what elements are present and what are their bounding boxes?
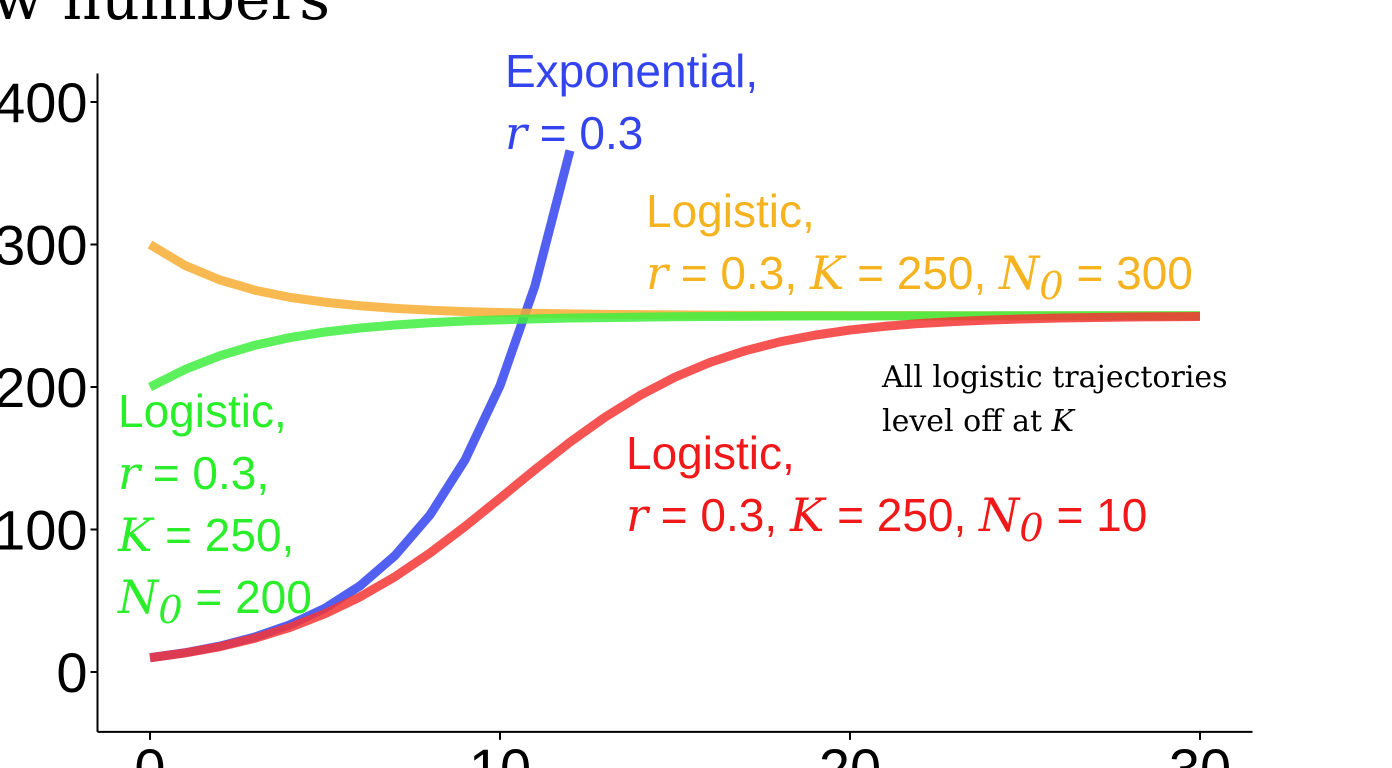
logistic-n0-10-label-line2: r = 0.3, K = 250, N0 = 10	[626, 484, 1147, 560]
n-value: = 200	[182, 571, 312, 623]
n-symbol: N	[999, 246, 1040, 300]
r-symbol: r	[626, 488, 648, 542]
logistic-n0-300-label-line1: Logistic,	[646, 185, 815, 237]
logistic-n0-300-label-line2: r = 0.3, K = 250, N0 = 300	[646, 242, 1193, 318]
x-tick-label: 0	[134, 737, 165, 768]
n-value: = 300	[1063, 247, 1193, 299]
y-tick-label: 300	[0, 214, 88, 277]
logistic-n0-200-label-line3: K = 250,	[118, 504, 312, 566]
x-tick-label: 10	[469, 737, 531, 768]
n-subscript: 0	[1019, 506, 1044, 552]
logistic-n0-300-label: Logistic, r = 0.3, K = 250, N0 = 300	[646, 180, 1193, 318]
r-value: = 0.3,	[140, 447, 270, 499]
axes-layer: 0 100 200 300 400 0 10 20 30	[0, 71, 1253, 768]
k-value: = 250,	[152, 509, 295, 561]
n-subscript: 0	[158, 588, 183, 634]
slide-title-fragment: w numbers	[0, 0, 330, 34]
k-symbol: K	[789, 488, 825, 542]
annotation-prefix: level off at	[882, 404, 1052, 439]
x-tick-label: 20	[819, 737, 881, 768]
n-symbol: N	[118, 570, 159, 624]
logistic-n0-10-label-line1: Logistic,	[626, 427, 795, 479]
k-symbol: K	[118, 508, 153, 562]
n-subscript: 0	[1039, 264, 1064, 310]
k-symbol: K	[1051, 404, 1074, 439]
r-value: = 0.3,	[668, 247, 810, 299]
r-symbol: r	[505, 106, 527, 160]
r-value: = 0.3,	[648, 489, 790, 541]
r-value: = 0.3	[527, 107, 644, 159]
annotation-line1: All logistic trajectories	[882, 360, 1228, 395]
annotation-line2: level off at K	[882, 400, 1228, 444]
logistic-n0-200-label-line4: N0 = 200	[118, 566, 312, 642]
curves-layer	[147, 149, 1201, 663]
exponential-label: Exponential, r = 0.3	[505, 40, 758, 164]
logistic-n0-200-label-line2: r = 0.3,	[118, 442, 312, 504]
logistic-n0-200-label-line1: Logistic,	[118, 385, 287, 437]
series-line-log10	[149, 311, 1201, 663]
y-tick-label: 400	[0, 71, 88, 134]
r-symbol: r	[118, 446, 140, 500]
k-value: = 250,	[844, 247, 1000, 299]
x-tick-label: 30	[1169, 737, 1231, 768]
n-symbol: N	[979, 488, 1020, 542]
y-tick-label: 200	[0, 356, 88, 419]
y-tick-label: 100	[0, 499, 88, 562]
logistic-n0-200-label: Logistic, r = 0.3, K = 250, N0 = 200	[118, 380, 312, 642]
logistic-n0-10-label: Logistic, r = 0.3, K = 250, N0 = 10	[626, 422, 1147, 560]
asymptote-annotation: All logistic trajectories level off at K	[882, 356, 1228, 444]
k-value: = 250,	[824, 489, 980, 541]
r-symbol: r	[646, 246, 668, 300]
exponential-label-line2: r = 0.3	[505, 102, 758, 164]
n-value: = 10	[1043, 489, 1148, 541]
y-tick-label: 0	[56, 641, 87, 704]
exponential-label-line1: Exponential,	[505, 45, 759, 97]
k-symbol: K	[809, 246, 845, 300]
